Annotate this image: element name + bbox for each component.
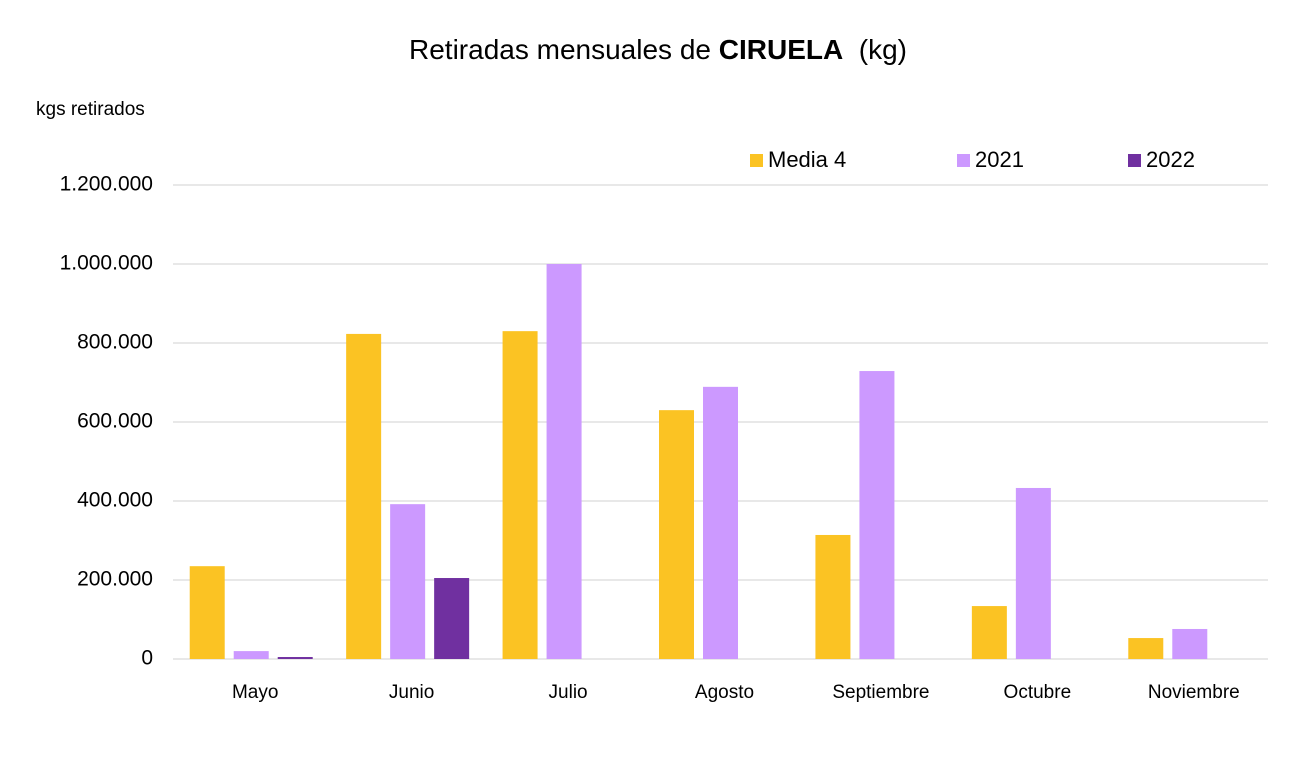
legend-swatch <box>750 154 763 167</box>
title-part: (kg) <box>843 34 907 65</box>
bar <box>233 651 269 659</box>
x-tick-label: Octubre <box>1004 682 1072 703</box>
bar <box>971 606 1007 659</box>
legend-label: 2022 <box>1146 147 1195 172</box>
bar <box>703 386 738 659</box>
y-tick-label: 600.000 <box>77 410 153 433</box>
legend-label: 2021 <box>975 147 1024 172</box>
title-part: Retiradas mensuales de <box>409 34 719 65</box>
bar <box>815 534 851 659</box>
bar <box>502 331 538 659</box>
y-tick-label: 0 <box>141 647 153 670</box>
x-tick-label: Mayo <box>232 682 278 703</box>
bar <box>434 578 470 659</box>
title-part: CIRUELA <box>719 34 843 65</box>
legend-swatch <box>1128 154 1141 167</box>
y-tick-label: 1.200.000 <box>60 173 153 196</box>
bar <box>390 504 426 659</box>
bar <box>546 264 582 659</box>
bar <box>859 371 895 659</box>
chart-title: Retiradas mensuales de CIRUELA (kg) <box>409 34 907 65</box>
x-tick-label: Junio <box>389 682 434 703</box>
x-tick-label: Septiembre <box>832 682 929 703</box>
bar <box>346 333 382 659</box>
y-tick-label: 400.000 <box>77 489 153 512</box>
y-tick-label: 200.000 <box>77 568 153 591</box>
bar <box>659 410 694 659</box>
x-tick-label: Julio <box>549 682 588 703</box>
bar <box>1128 638 1164 659</box>
y-axis-label: kgs retirados <box>36 99 145 120</box>
y-tick-label: 1.000.000 <box>60 252 153 275</box>
x-tick-label: Noviembre <box>1148 682 1240 703</box>
bar <box>1015 487 1051 659</box>
bar <box>1172 628 1208 659</box>
legend-label: Media 4 <box>768 147 846 172</box>
x-tick-label: Agosto <box>695 682 754 703</box>
y-tick-label: 800.000 <box>77 331 153 354</box>
bar <box>189 566 225 659</box>
legend-swatch <box>957 154 970 167</box>
bar <box>277 657 313 659</box>
